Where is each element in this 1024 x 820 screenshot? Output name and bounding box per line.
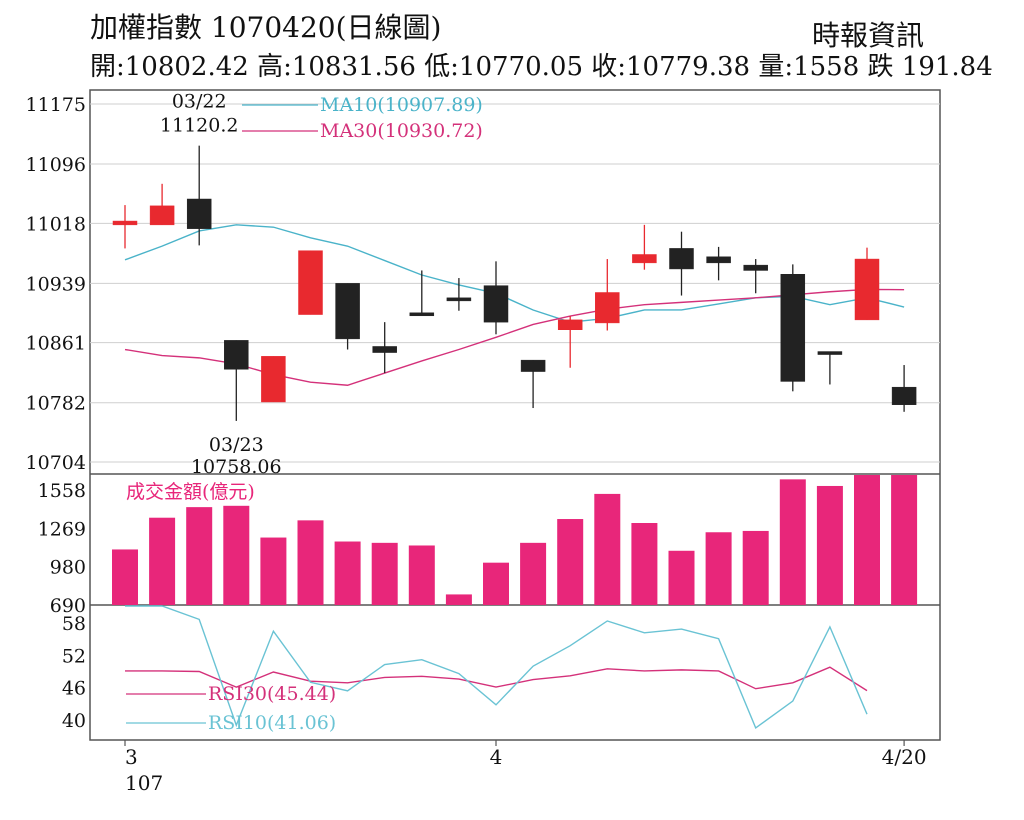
candle-body [149, 205, 175, 226]
series-line-ma10 [124, 224, 905, 323]
y-tick-label: 10861 [26, 333, 86, 355]
annotation-value: 10758.06 [191, 456, 282, 478]
volume-bar [408, 545, 435, 605]
volume-bar [371, 542, 398, 605]
volume-bar [779, 479, 806, 605]
volume-bar [260, 537, 287, 605]
volume-bar [149, 517, 176, 605]
volume-bar [742, 530, 769, 605]
legend-label: RSI10(41.06) [208, 712, 336, 734]
x-tick-label: 4/20 [882, 745, 927, 769]
y-tick-label: 1269 [38, 518, 86, 540]
series-line-rsi10 [125, 605, 868, 730]
y-tick-label: 11018 [26, 213, 86, 235]
candle-body [780, 274, 806, 382]
plot-frame [89, 89, 941, 741]
y-tick-label: 10939 [26, 273, 86, 295]
candle-body [891, 386, 917, 405]
candle-body [298, 250, 323, 315]
x-tick-label: 107 [125, 771, 163, 795]
volume-bar [594, 493, 621, 605]
candle-body [632, 254, 657, 264]
ohlc-stats: 開:10802.42 高:10831.56 低:10770.05 收:10779… [90, 52, 993, 82]
candle-body [557, 319, 583, 330]
legend-label: MA30(10930.72) [320, 120, 483, 142]
candle-body [669, 248, 694, 270]
candle-body [409, 312, 435, 317]
candle-body [706, 256, 731, 264]
candle-body [224, 340, 249, 370]
y-tick-label: 58 [62, 613, 86, 635]
y-tick-label: 1558 [38, 480, 86, 502]
candle-body [520, 359, 546, 372]
y-tick-label: 10704 [26, 452, 86, 474]
volume-bar [186, 507, 213, 605]
candle-body [743, 264, 768, 271]
annotation-value: 11120.2 [160, 115, 239, 137]
y-tick-label: 40 [62, 710, 86, 732]
y-tick-label: 11096 [26, 154, 86, 176]
volume-bar [223, 505, 250, 605]
candle-body [446, 297, 472, 302]
candle-body [372, 346, 397, 353]
source-label: 時報資訊 [812, 19, 925, 52]
x-tick-label: 3 [125, 745, 138, 769]
volume-bar [112, 549, 138, 605]
y-tick-label: 11175 [26, 94, 86, 116]
series-line-rsi30 [125, 666, 868, 692]
candle-body [261, 356, 286, 403]
legend-label: MA10(10907.89) [320, 94, 483, 116]
volume-bar [445, 594, 472, 605]
candle-body [854, 258, 880, 321]
volume-bar [297, 520, 324, 605]
series-line-ma30 [124, 288, 905, 386]
candle-body [186, 198, 212, 229]
volume-bar [483, 562, 509, 605]
candle-body [335, 283, 360, 340]
volume-bar [705, 532, 732, 605]
chart-title: 加權指數 1070420(日線圖) [90, 11, 442, 44]
annotation-date: 03/22 [172, 91, 227, 113]
candle-body [595, 292, 620, 324]
annotation-date: 03/23 [209, 434, 264, 456]
volume-bar [891, 475, 918, 605]
candle-body [112, 220, 138, 226]
y-tick-label: 46 [62, 678, 86, 700]
volume-bar [334, 541, 361, 605]
candle-body [817, 351, 843, 355]
y-tick-label: 10782 [26, 393, 86, 415]
x-tick-label: 4 [490, 745, 503, 769]
y-tick-label: 52 [62, 645, 86, 667]
volume-label: 成交金額(億元) [126, 481, 255, 503]
volume-bar [520, 542, 547, 605]
y-tick-label: 690 [50, 595, 86, 617]
volume-bar [631, 523, 658, 605]
volume-bar [668, 550, 695, 605]
y-tick-label: 980 [50, 557, 86, 579]
volume-bar [816, 485, 843, 605]
volume-bar [557, 519, 584, 605]
candle-body [483, 285, 509, 323]
legend-label: RSI30(45.44) [208, 683, 336, 705]
volume-bar [854, 475, 880, 605]
